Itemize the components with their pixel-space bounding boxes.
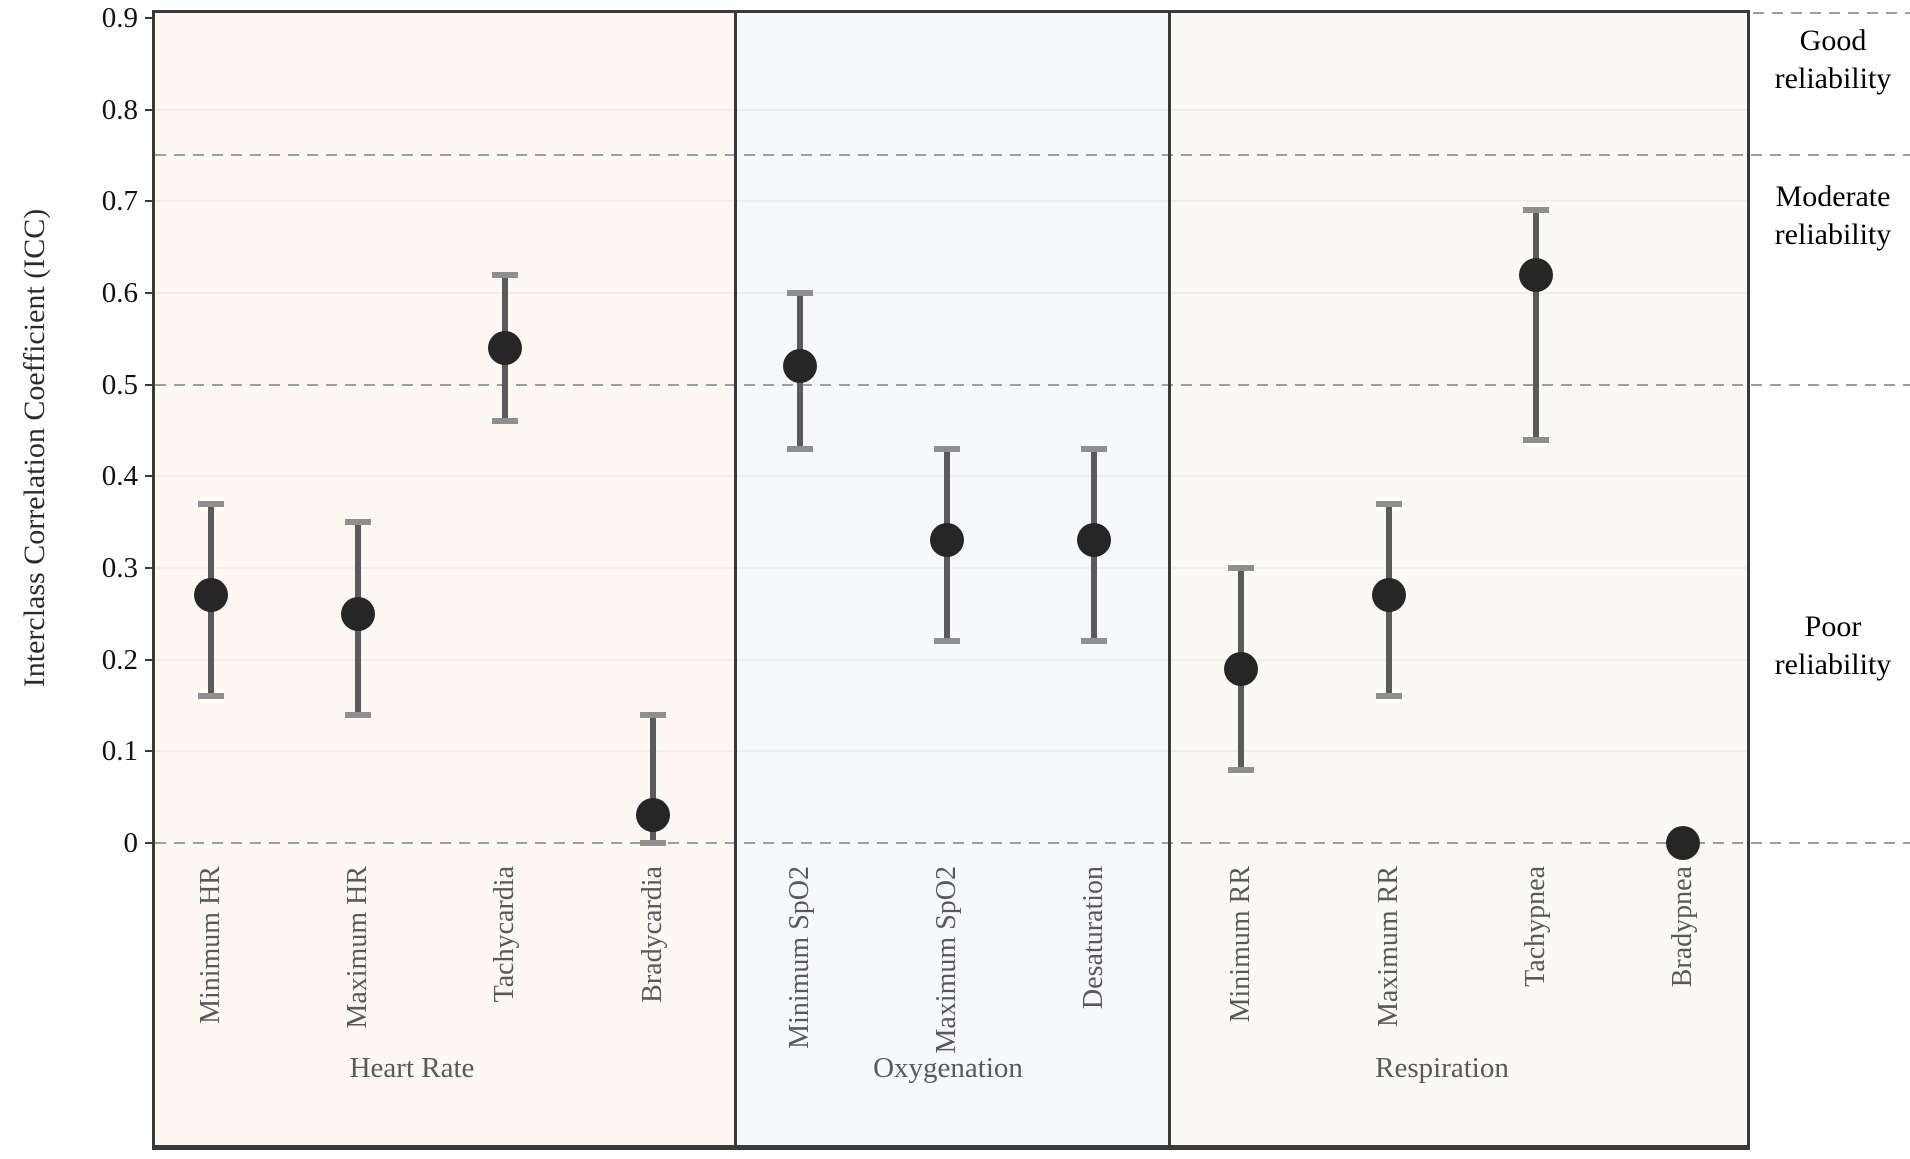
error-bar-cap-bottom <box>1522 436 1549 443</box>
data-point-dot <box>1666 826 1700 860</box>
data-point-dot <box>635 798 670 833</box>
error-bar-cap-bottom <box>1228 766 1255 773</box>
category-label: Maximum RR <box>1372 866 1404 1028</box>
data-point-dot <box>341 596 376 631</box>
y-tick-label: 0.8 <box>101 93 138 126</box>
data-point-dot <box>1518 257 1553 292</box>
y-tick <box>145 750 155 753</box>
data-point-dot <box>194 578 228 613</box>
group-label-heart-rate: Heart Rate <box>349 1052 475 1084</box>
gridline <box>155 566 1750 569</box>
band-label-moderate-reliability: Moderate reliability <box>1774 180 1892 251</box>
panel-background-respiration <box>1169 13 1750 1150</box>
y-tick-label: 0.6 <box>101 276 138 309</box>
y-tick-label: 0.9 <box>101 1 138 34</box>
y-tick <box>145 200 155 203</box>
category-label: Minimum SpO2 <box>783 866 815 1049</box>
category-label: Bradycardia <box>636 866 668 1003</box>
group-label-oxygenation: Oxygenation <box>873 1052 1023 1084</box>
error-bar-cap-bottom <box>345 711 372 718</box>
category-label: Tachypnea <box>1519 866 1551 987</box>
category-label: Minimum RR <box>1225 866 1257 1023</box>
category-label: Maximum HR <box>342 866 374 1029</box>
error-bar-cap-top <box>639 711 666 718</box>
top-dashed-line <box>1753 12 1910 14</box>
data-point-dot <box>1077 523 1112 558</box>
gridline <box>155 200 1750 203</box>
error-bar-cap-top <box>934 445 960 452</box>
y-tick <box>145 291 155 294</box>
error-bar-cap-top <box>1228 564 1255 571</box>
y-tick <box>145 475 155 478</box>
data-point-dot <box>488 330 523 365</box>
threshold-dashed-line <box>155 154 1910 157</box>
error-bar-cap-bottom <box>1081 638 1108 645</box>
error-bar-cap-top <box>198 500 224 507</box>
gridline <box>155 750 1750 753</box>
error-bar-cap-top <box>492 271 519 278</box>
threshold-dashed-line <box>155 842 1910 844</box>
error-bar <box>1532 210 1539 440</box>
panel-divider <box>1168 13 1171 1150</box>
category-label: Tachycardia <box>489 866 521 1003</box>
panel-divider <box>734 13 737 1150</box>
y-axis-title: Interclass Correlation Coefficient (ICC) <box>18 208 51 688</box>
category-label: Maximum SpO2 <box>931 866 962 1054</box>
y-tick-label: 0.4 <box>101 460 138 493</box>
panel-background-heart-rate <box>155 13 735 1150</box>
category-label: Minimum HR <box>195 866 226 1024</box>
y-tick-label: 0.7 <box>101 185 138 218</box>
threshold-dashed-line <box>155 383 1910 386</box>
band-label-good-reliability: Good reliability <box>1774 24 1892 95</box>
error-bar-cap-top <box>345 519 372 526</box>
gridline <box>155 658 1750 661</box>
group-label-respiration: Respiration <box>1375 1052 1509 1084</box>
gridline <box>155 291 1750 294</box>
error-bar-cap-top <box>786 289 813 296</box>
data-point-dot <box>930 523 964 558</box>
y-tick <box>145 566 155 569</box>
band-label-poor-reliability: Poor reliability <box>1774 610 1892 681</box>
error-bar-cap-bottom <box>492 418 519 425</box>
y-tick <box>145 108 155 111</box>
y-tick <box>145 16 155 19</box>
category-label: Bradypnea <box>1667 866 1698 988</box>
error-bar-cap-bottom <box>198 693 224 700</box>
data-point-dot <box>782 349 817 384</box>
y-tick-label: 0 <box>123 827 139 859</box>
y-tick-label: 0.2 <box>101 643 138 676</box>
y-tick <box>145 383 155 386</box>
gridline <box>155 475 1750 478</box>
data-point-dot <box>1224 651 1259 686</box>
error-bar-cap-top <box>1375 500 1402 507</box>
error-bar-cap-top <box>1522 207 1549 214</box>
y-tick-label: 0.3 <box>101 551 138 584</box>
gridline <box>155 108 1750 111</box>
data-point-dot <box>1371 578 1406 613</box>
category-label: Desaturation <box>1078 866 1110 1010</box>
error-bar-cap-bottom <box>1375 693 1402 700</box>
error-bar <box>649 714 656 843</box>
error-bar-cap-bottom <box>786 445 813 452</box>
y-tick-label: 0.5 <box>101 368 138 401</box>
error-bar-cap-top <box>1081 445 1108 452</box>
y-tick <box>145 842 155 844</box>
y-tick-label: 0.1 <box>101 735 138 768</box>
y-tick <box>145 658 155 661</box>
error-bar-cap-bottom <box>639 840 666 846</box>
error-bar-cap-bottom <box>934 638 960 645</box>
